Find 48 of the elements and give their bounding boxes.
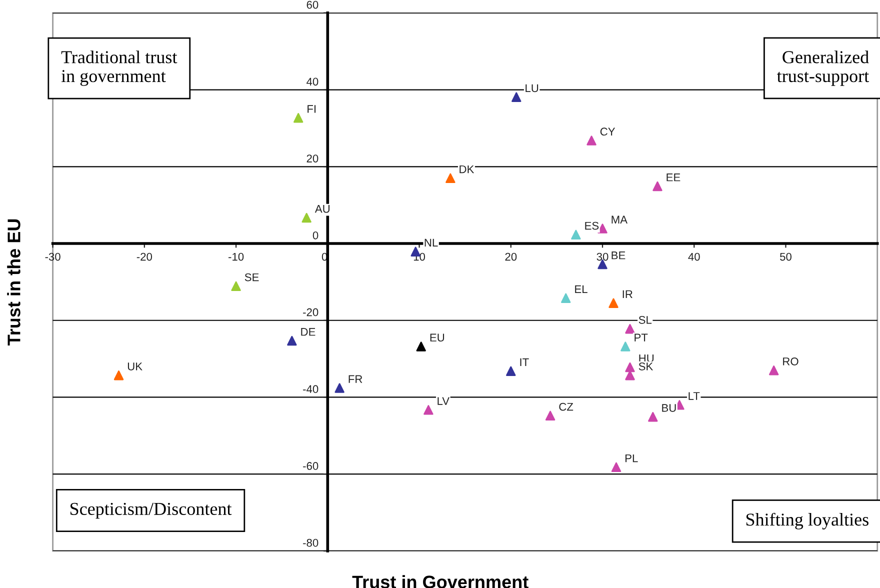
annotation: LV <box>438 397 450 405</box>
annotation: RO <box>783 357 798 366</box>
annotation: PL <box>625 454 638 462</box>
x-axis-title: Trust in Government <box>352 575 528 588</box>
annotation: MA <box>612 216 628 224</box>
annotation: FI <box>308 105 316 113</box>
annotation: EE <box>666 174 680 182</box>
annotation: Traditional trust in government <box>61 50 178 86</box>
y-tick-label: 60 <box>306 0 318 9</box>
y-tick-label: 20 <box>306 154 318 162</box>
annotation: DK <box>460 165 474 174</box>
x-tick-label: 30 <box>596 252 608 261</box>
x-tick-label: 20 <box>505 252 517 261</box>
annotation: NL <box>424 238 438 247</box>
annotation: BU <box>662 404 676 412</box>
annotation: DE <box>301 328 316 336</box>
annotation: SE <box>244 273 259 282</box>
annotation: Shifting loyalties <box>746 512 868 530</box>
y-tick-label: 0 <box>312 231 318 240</box>
y-tick-label: -40 <box>303 385 318 394</box>
annotation: CY <box>600 128 616 136</box>
y-tick-label: -20 <box>303 308 318 316</box>
y-tick-label: -60 <box>303 462 318 470</box>
x-tick-label: -10 <box>228 252 244 261</box>
x-tick-label: 50 <box>780 252 792 261</box>
annotation: ES <box>585 222 599 230</box>
y-tick-label: 40 <box>306 78 318 86</box>
annotation: FR <box>348 375 362 383</box>
annotation: IR <box>622 290 632 298</box>
annotation: EU <box>430 334 444 342</box>
x-tick-label: -30 <box>45 252 60 261</box>
annotation: Generalized trust-support <box>777 50 870 86</box>
annotation: SK <box>638 362 654 370</box>
annotation: CZ <box>559 402 574 411</box>
x-tick-label: 40 <box>688 252 700 261</box>
annotation: Scepticism/Discontent <box>70 502 232 519</box>
annotation: LU <box>526 84 538 92</box>
annotation: EL <box>575 285 588 294</box>
y-tick-label: -80 <box>303 538 318 547</box>
annotation: AU <box>314 205 330 213</box>
annotation: LT <box>688 392 700 400</box>
annotation: SL <box>638 316 652 324</box>
y-axis-title: Trust in the EU <box>7 219 20 346</box>
annotation: IT <box>520 358 529 366</box>
annotation: BE <box>612 252 626 260</box>
x-tick-label: -20 <box>136 252 152 261</box>
annotation: PT <box>634 334 648 342</box>
annotation: UK <box>128 362 142 370</box>
